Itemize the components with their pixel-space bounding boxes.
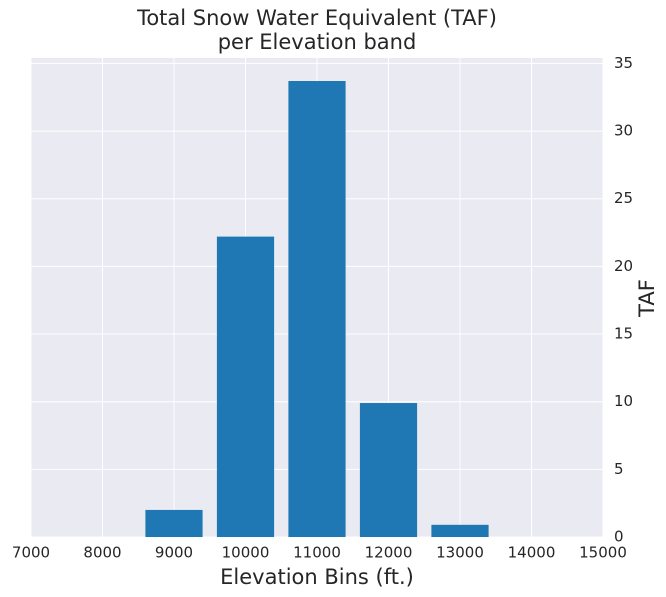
- x-tick-label: 10000: [222, 544, 270, 562]
- x-axis-label: Elevation Bins (ft.): [220, 565, 414, 589]
- chart-title: Total Snow Water Equivalent (TAF): [136, 6, 497, 30]
- x-tick-label: 9000: [155, 544, 193, 562]
- y-tick-label: 20: [614, 257, 633, 275]
- y-tick-label: 10: [614, 392, 633, 410]
- x-tick-label: 11000: [293, 544, 341, 562]
- chart-title: per Elevation band: [218, 30, 417, 54]
- y-axis-label: TAF: [635, 279, 659, 318]
- y-tick-label: 0: [614, 528, 624, 546]
- y-tick-label: 5: [614, 460, 624, 478]
- x-tick-label: 8000: [83, 544, 121, 562]
- bar: [216, 236, 275, 537]
- x-tick-label: 13000: [436, 544, 484, 562]
- y-tick-label: 30: [614, 122, 633, 140]
- y-tick-label: 15: [614, 325, 633, 343]
- bar: [359, 403, 418, 537]
- x-tick-label: 12000: [365, 544, 413, 562]
- bar: [431, 524, 489, 537]
- x-tick-label: 7000: [12, 544, 50, 562]
- y-tick-label: 35: [614, 54, 633, 72]
- x-tick-label: 14000: [508, 544, 556, 562]
- y-tick-label: 25: [614, 189, 633, 207]
- bar: [145, 509, 203, 537]
- bar: [288, 81, 346, 538]
- x-tick-label: 15000: [579, 544, 627, 562]
